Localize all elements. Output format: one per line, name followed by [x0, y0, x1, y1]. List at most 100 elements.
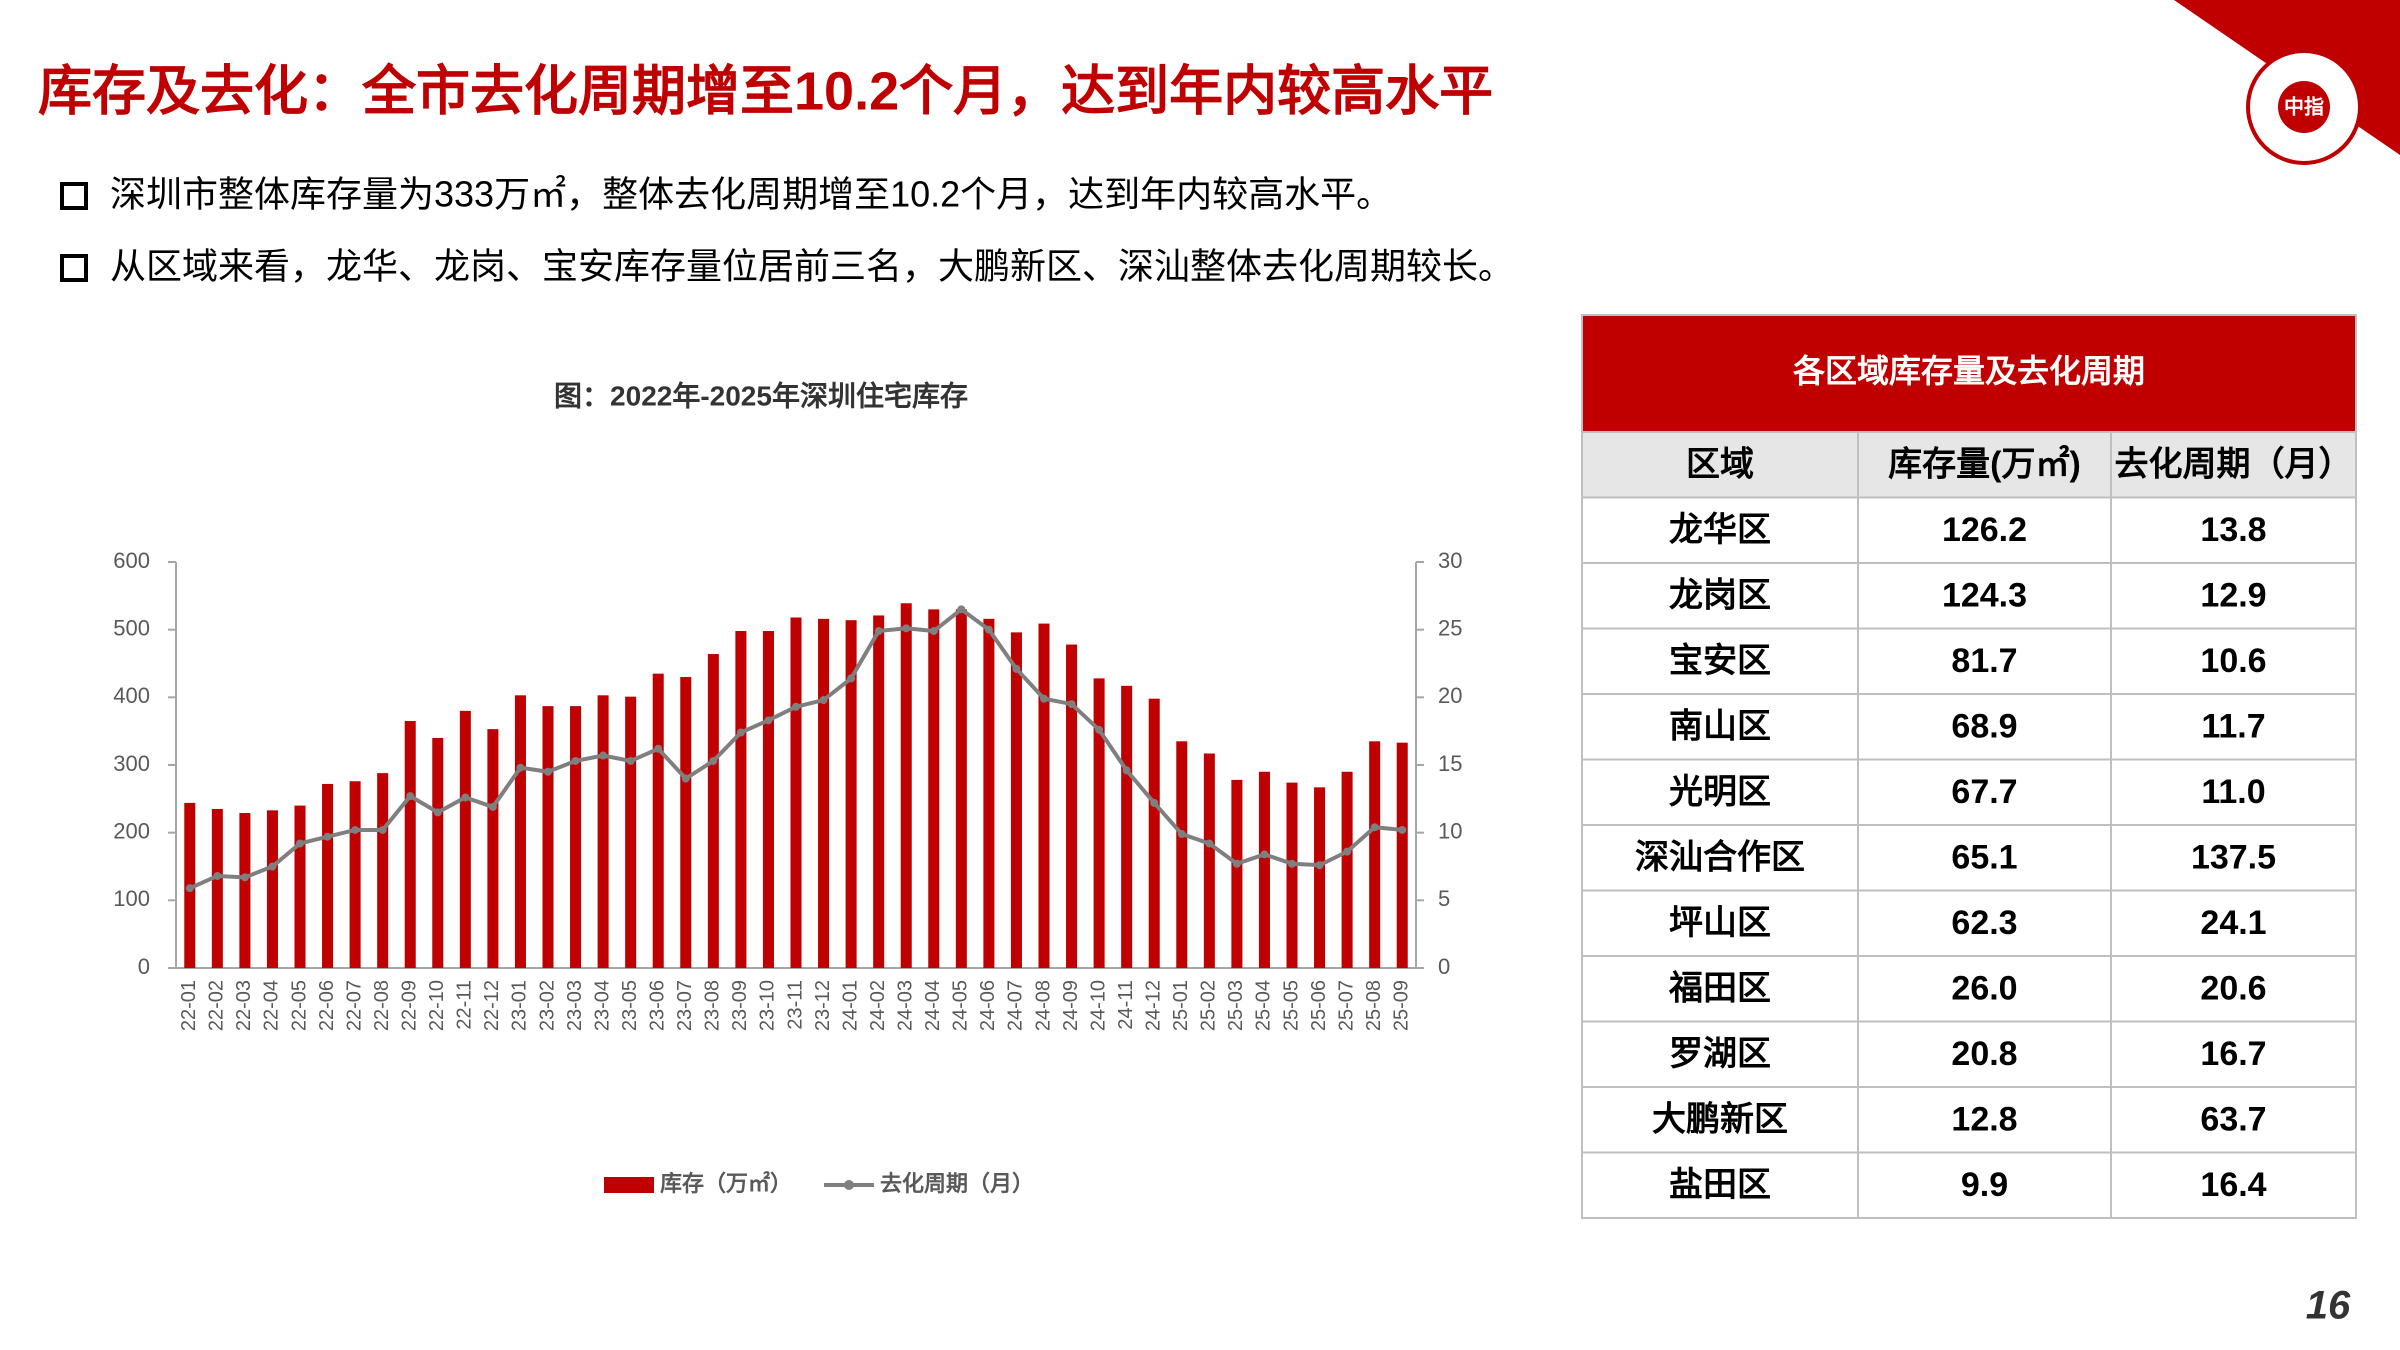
- legend-swatch: [604, 1177, 654, 1193]
- bar: [1203, 753, 1215, 968]
- line-marker: [681, 774, 690, 783]
- line-marker: [488, 802, 497, 811]
- table-cell-text: 68.9: [1951, 708, 2017, 746]
- bar: [928, 609, 940, 968]
- line-marker: [874, 627, 883, 636]
- y2-tick-label: 25: [1438, 615, 1462, 640]
- bar: [1231, 779, 1243, 968]
- bar: [211, 808, 223, 968]
- x-tick-label: 23-04: [591, 980, 613, 1031]
- page-number: 16: [2306, 1284, 2351, 1328]
- line-marker: [1012, 664, 1021, 673]
- y2-tick-label: 5: [1438, 886, 1450, 911]
- table-header-cell: [2110, 431, 2357, 499]
- table-cell: [2110, 955, 2357, 1023]
- x-tick-label: 22-07: [343, 980, 365, 1031]
- bar: [266, 810, 278, 968]
- line-marker: [902, 624, 911, 633]
- x-tick-label: 25-07: [1335, 980, 1357, 1031]
- table-cell-text: 16.7: [2200, 1035, 2266, 1073]
- line-marker: [571, 756, 580, 765]
- x-tick-label: 23-03: [564, 980, 586, 1031]
- x-tick-label: 22-10: [426, 980, 448, 1031]
- table-cell: [2110, 627, 2357, 695]
- x-tick-label: 25-03: [1225, 980, 1247, 1031]
- x-tick-label: 22-11: [454, 980, 476, 1030]
- logo-text: 中指: [2284, 94, 2324, 118]
- table-cell: [1581, 1086, 1859, 1154]
- x-tick-label: 22-04: [261, 980, 283, 1031]
- line-marker: [929, 627, 938, 636]
- legend-label: 库存（万㎡）: [660, 1171, 792, 1196]
- table-cell-text: 62.3: [1951, 904, 2017, 942]
- x-tick-label: 23-09: [729, 980, 751, 1031]
- x-tick-label: 24-12: [1143, 980, 1165, 1031]
- table-cell-text: 坪山区: [1669, 904, 1771, 942]
- y-tick-label: 600: [113, 548, 150, 573]
- line-marker: [792, 702, 800, 711]
- line-marker: [1177, 830, 1186, 839]
- bar: [597, 695, 609, 968]
- bar: [845, 620, 857, 968]
- x-tick-label: 23-05: [619, 980, 641, 1031]
- bar: [955, 609, 967, 968]
- x-tick-label: 24-06: [977, 980, 999, 1031]
- bar: [322, 783, 334, 968]
- x-tick-label: 23-10: [757, 980, 779, 1031]
- table-title: 各区域库存量及去化周期: [1793, 353, 2145, 389]
- x-tick-label: 22-06: [316, 980, 338, 1031]
- bar: [735, 631, 747, 968]
- bar: [680, 677, 692, 968]
- table-cell: [1581, 955, 1859, 1023]
- table-cell-text: 南山区: [1669, 708, 1771, 746]
- line-marker: [461, 793, 470, 802]
- table-cell: [1581, 1151, 1859, 1219]
- line-marker: [819, 696, 828, 705]
- line-marker: [1315, 861, 1324, 870]
- table-cell-text: 126.2: [1942, 511, 2027, 549]
- bar: [818, 618, 830, 968]
- bullet-icon: [60, 254, 88, 282]
- bar: [542, 706, 554, 968]
- bar: [239, 813, 251, 968]
- table-cell: [1857, 496, 2112, 564]
- table-cell-text: 137.5: [2191, 839, 2276, 877]
- x-tick-label: 23-02: [536, 980, 558, 1031]
- bar: [1176, 741, 1188, 968]
- table-cell: [1581, 758, 1859, 826]
- x-tick-label: 25-09: [1391, 980, 1413, 1031]
- line-marker: [1205, 839, 1214, 848]
- line-marker: [626, 756, 635, 765]
- bar: [707, 654, 719, 968]
- table-cell: [1857, 824, 2112, 892]
- bar: [1038, 623, 1050, 968]
- table-cell: [1581, 1020, 1859, 1088]
- bar: [514, 695, 526, 968]
- bar: [487, 729, 499, 968]
- table-cell: [2110, 562, 2357, 630]
- line-marker: [1232, 859, 1241, 868]
- x-tick-label: 24-10: [1087, 980, 1109, 1031]
- y2-tick-label: 20: [1438, 683, 1462, 708]
- x-tick-label: 22-03: [233, 980, 255, 1031]
- table-cell-text: 盐田区: [1669, 1166, 1771, 1204]
- table-cell-text: 124.3: [1942, 577, 2027, 615]
- bar: [1314, 787, 1326, 968]
- bar: [377, 773, 389, 968]
- y2-tick-label: 30: [1438, 548, 1462, 573]
- table-cell-text: 光明区: [1669, 773, 1771, 811]
- x-tick-label: 22-12: [481, 980, 503, 1031]
- x-tick-label: 25-08: [1363, 980, 1385, 1031]
- x-tick-label: 25-04: [1253, 980, 1275, 1031]
- bar: [1093, 678, 1105, 968]
- line-marker: [433, 808, 442, 817]
- table-cell: [1857, 1020, 2112, 1088]
- x-tick-label: 23-08: [702, 980, 724, 1031]
- logo-center: [2278, 81, 2330, 133]
- line-marker: [516, 763, 525, 772]
- x-tick-label: 22-09: [399, 980, 421, 1031]
- line-marker: [213, 871, 222, 880]
- table-cell-text: 宝安区: [1669, 642, 1771, 680]
- bar: [1286, 782, 1298, 968]
